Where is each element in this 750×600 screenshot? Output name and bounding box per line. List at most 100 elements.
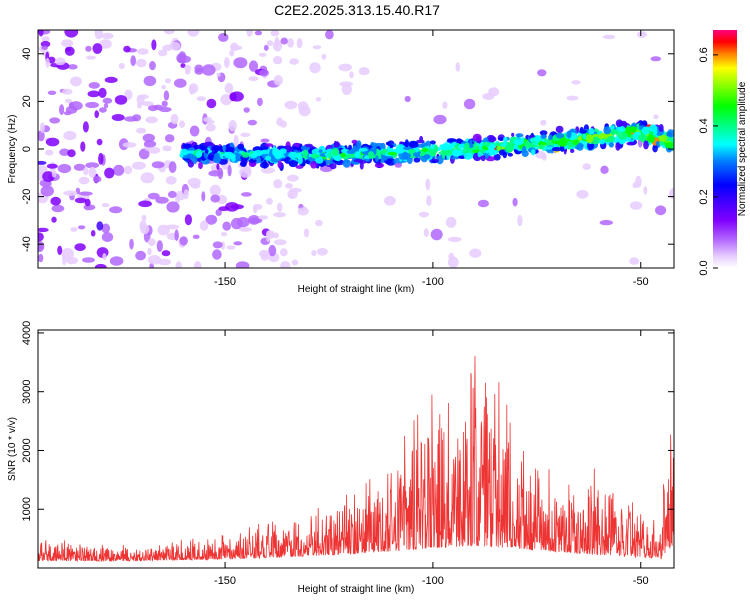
noise-blob xyxy=(147,254,162,265)
noise-blob xyxy=(629,201,643,210)
signal-blob xyxy=(463,152,473,160)
signal-blob xyxy=(556,132,564,139)
noise-blob xyxy=(632,182,638,189)
noise-blob xyxy=(170,113,179,125)
noise-blob xyxy=(296,38,303,49)
noise-blob xyxy=(147,192,160,200)
signal-blob xyxy=(216,163,220,170)
noise-blob xyxy=(73,163,86,171)
noise-blob xyxy=(38,253,44,263)
signal-blob xyxy=(503,136,508,143)
noise-blob xyxy=(230,45,243,51)
x-tick-label: -150 xyxy=(214,276,236,288)
signal-blob xyxy=(328,151,332,160)
noise-blob xyxy=(258,249,270,258)
noise-blob xyxy=(50,196,61,206)
noise-blob xyxy=(64,30,79,38)
noise-blob xyxy=(243,165,252,174)
noise-blob xyxy=(87,90,100,98)
signal-blob xyxy=(423,154,430,160)
signal-blob xyxy=(213,155,221,164)
noise-blob xyxy=(45,149,54,156)
signal-blob xyxy=(588,128,595,135)
noise-blob xyxy=(463,98,476,110)
noise-blob xyxy=(77,225,86,230)
noise-blob xyxy=(38,130,45,142)
noise-blob xyxy=(85,101,99,109)
noise-blob xyxy=(212,249,222,260)
y-tick-label: 3000 xyxy=(21,379,33,403)
signal-blob xyxy=(265,155,272,161)
noise-blob xyxy=(655,205,667,216)
noise-blob xyxy=(59,148,70,156)
signal-blob xyxy=(666,129,674,138)
noise-blob xyxy=(85,162,100,169)
signal-blob xyxy=(643,140,649,150)
signal-blob xyxy=(310,153,319,159)
noise-blob xyxy=(240,132,251,137)
signal-blob xyxy=(472,149,480,153)
noise-blob xyxy=(101,232,114,243)
spectrogram-ylabel: Frequency (Hz) xyxy=(7,115,18,184)
noise-blob xyxy=(40,185,54,197)
signal-blob xyxy=(504,144,514,153)
noise-blob xyxy=(233,57,248,69)
signal-blob xyxy=(477,151,482,158)
signal-blob xyxy=(399,141,404,145)
noise-blob xyxy=(151,161,165,169)
signal-blob xyxy=(331,148,340,156)
noise-blob xyxy=(212,241,223,249)
signal-blob xyxy=(615,142,621,151)
noise-blob xyxy=(418,211,429,218)
noise-blob xyxy=(230,204,244,210)
signal-blob xyxy=(186,153,195,159)
noise-blob xyxy=(180,63,186,68)
noise-blob xyxy=(260,138,270,143)
signal-blob xyxy=(641,126,650,136)
noise-blob xyxy=(285,183,293,189)
noise-blob xyxy=(63,111,72,116)
noise-blob xyxy=(312,45,322,50)
signal-blob xyxy=(658,124,664,132)
noise-blob xyxy=(218,32,229,42)
snr-frame xyxy=(37,329,675,569)
noise-blob xyxy=(138,200,153,208)
noise-blob xyxy=(165,176,177,185)
noise-blob xyxy=(258,52,267,57)
y-tick-label: 20 xyxy=(21,95,33,107)
noise-blob xyxy=(151,39,157,51)
noise-blob xyxy=(183,189,189,200)
noise-blob xyxy=(63,130,77,141)
noise-blob xyxy=(174,229,179,241)
noise-blob xyxy=(254,30,262,36)
signal-blob xyxy=(358,148,368,152)
noise-blob xyxy=(179,120,185,128)
noise-blob xyxy=(297,207,309,216)
noise-blob xyxy=(315,219,323,227)
noise-blob xyxy=(216,72,221,77)
noise-blob xyxy=(57,163,72,174)
noise-blob xyxy=(161,250,171,257)
signal-blob xyxy=(297,156,303,165)
signal-blob xyxy=(262,159,268,169)
noise-blob xyxy=(148,146,161,154)
noise-blob xyxy=(79,191,93,196)
signal-blob xyxy=(288,151,298,159)
noise-blob xyxy=(123,45,131,53)
noise-blob xyxy=(248,76,259,82)
noise-blob xyxy=(303,228,310,238)
noise-blob xyxy=(184,214,192,226)
signal-blob xyxy=(204,148,209,154)
noise-blob xyxy=(163,90,170,101)
noise-blob xyxy=(98,152,104,165)
signal-blob xyxy=(394,163,402,168)
noise-blob xyxy=(284,100,298,110)
noise-blob xyxy=(187,177,201,187)
signal-blob xyxy=(203,141,214,147)
noise-blob xyxy=(67,64,78,70)
signal-blob xyxy=(429,140,436,145)
noise-blob xyxy=(229,50,235,57)
signal-blob xyxy=(538,144,545,150)
signal-blob xyxy=(376,161,382,165)
signal-blob xyxy=(539,130,548,136)
